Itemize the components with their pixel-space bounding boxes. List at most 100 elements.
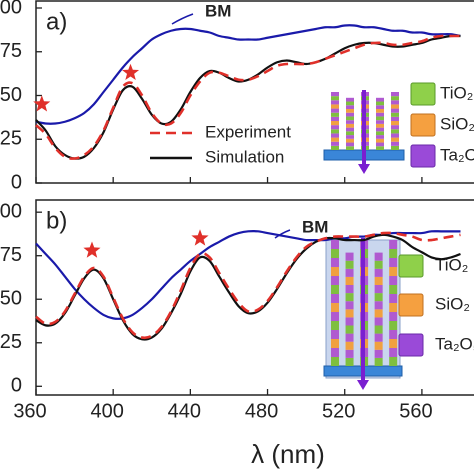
layer [376, 123, 384, 128]
layer [331, 294, 339, 303]
layer [376, 105, 384, 109]
layer [331, 141, 339, 146]
layer [345, 252, 354, 261]
y-tick-label: 75 [0, 244, 22, 266]
layer [331, 303, 339, 312]
series-line [35, 233, 461, 341]
layer [331, 339, 339, 348]
layer [389, 303, 398, 312]
series-line [35, 24, 461, 125]
layer [331, 267, 339, 276]
layer [389, 276, 398, 285]
layer [389, 285, 398, 294]
material-label: TiO₂ [435, 255, 468, 274]
y-tick-label: 100 [0, 0, 22, 18]
layer [331, 108, 339, 113]
light-arrow-head [358, 164, 370, 174]
layer [374, 341, 383, 350]
layer [345, 276, 354, 285]
layer [346, 123, 354, 128]
material-label: TiO₂ [440, 83, 473, 102]
layer [346, 146, 354, 150]
layer [389, 249, 398, 258]
layer [345, 325, 354, 334]
x-tick-label: 440 [168, 400, 201, 422]
layer [345, 333, 354, 342]
layer [374, 317, 383, 326]
layer [346, 142, 354, 147]
layer [331, 357, 339, 366]
layer [391, 100, 399, 105]
series-annotation: BM [302, 217, 328, 236]
layer [346, 131, 354, 136]
layer [331, 258, 339, 267]
layer [389, 348, 398, 357]
layer [331, 330, 339, 339]
layer [376, 112, 384, 117]
layer [346, 112, 354, 117]
layer [389, 357, 398, 366]
layer [345, 317, 354, 326]
layer [389, 339, 398, 348]
layer [331, 96, 339, 101]
y-tick-label: 75 [0, 40, 22, 62]
layer [346, 127, 354, 132]
layer [374, 333, 383, 342]
panel-label: b) [46, 207, 67, 234]
layer [389, 240, 398, 249]
layer [376, 142, 384, 147]
layer [331, 276, 339, 285]
x-tick-label: 560 [399, 400, 432, 422]
layer [331, 100, 339, 105]
layer [345, 293, 354, 302]
layer [331, 121, 339, 126]
material-label: Ta₂O₅ [435, 334, 474, 353]
legend-label: Simulation [205, 147, 284, 166]
y-tick-label: 25 [0, 331, 22, 353]
layer [376, 146, 384, 150]
layer [376, 127, 384, 132]
layer [374, 357, 383, 366]
layer [331, 285, 339, 294]
material-swatch [398, 333, 424, 357]
layer [374, 349, 383, 358]
panel: TiO₂ SiO₂ Ta₂O₅ 0 25 50 75 100 a) BM Experiment Sim… [0, 0, 474, 193]
layer [376, 138, 384, 143]
layer [345, 260, 354, 269]
layer [331, 321, 339, 330]
layer [374, 285, 383, 294]
material-swatch [398, 254, 424, 278]
layer [374, 252, 383, 261]
material-swatch [410, 113, 436, 137]
layer [345, 309, 354, 318]
layer [346, 97, 354, 102]
layer [345, 268, 354, 277]
layer [331, 129, 339, 134]
layer [331, 116, 339, 121]
layer [391, 133, 399, 138]
layer [331, 145, 339, 150]
x-tick-label: 360 [13, 400, 46, 422]
layer [391, 116, 399, 121]
layer [391, 92, 399, 97]
legend-label: Experiment [205, 122, 291, 141]
layer [374, 260, 383, 269]
layer [331, 92, 339, 97]
layer [391, 108, 399, 113]
material-swatch [410, 144, 436, 168]
y-tick-label: 0 [11, 375, 22, 397]
material-swatch [398, 293, 424, 317]
layer [346, 138, 354, 143]
layer [331, 240, 339, 249]
star-marker [191, 229, 209, 246]
layer [345, 301, 354, 310]
layer [374, 325, 383, 334]
x-tick-label: 480 [245, 400, 278, 422]
layer [331, 125, 339, 130]
layer [346, 105, 354, 109]
layer [376, 120, 384, 124]
series-annotation: BM [205, 1, 231, 20]
y-tick-label: 25 [0, 128, 22, 150]
